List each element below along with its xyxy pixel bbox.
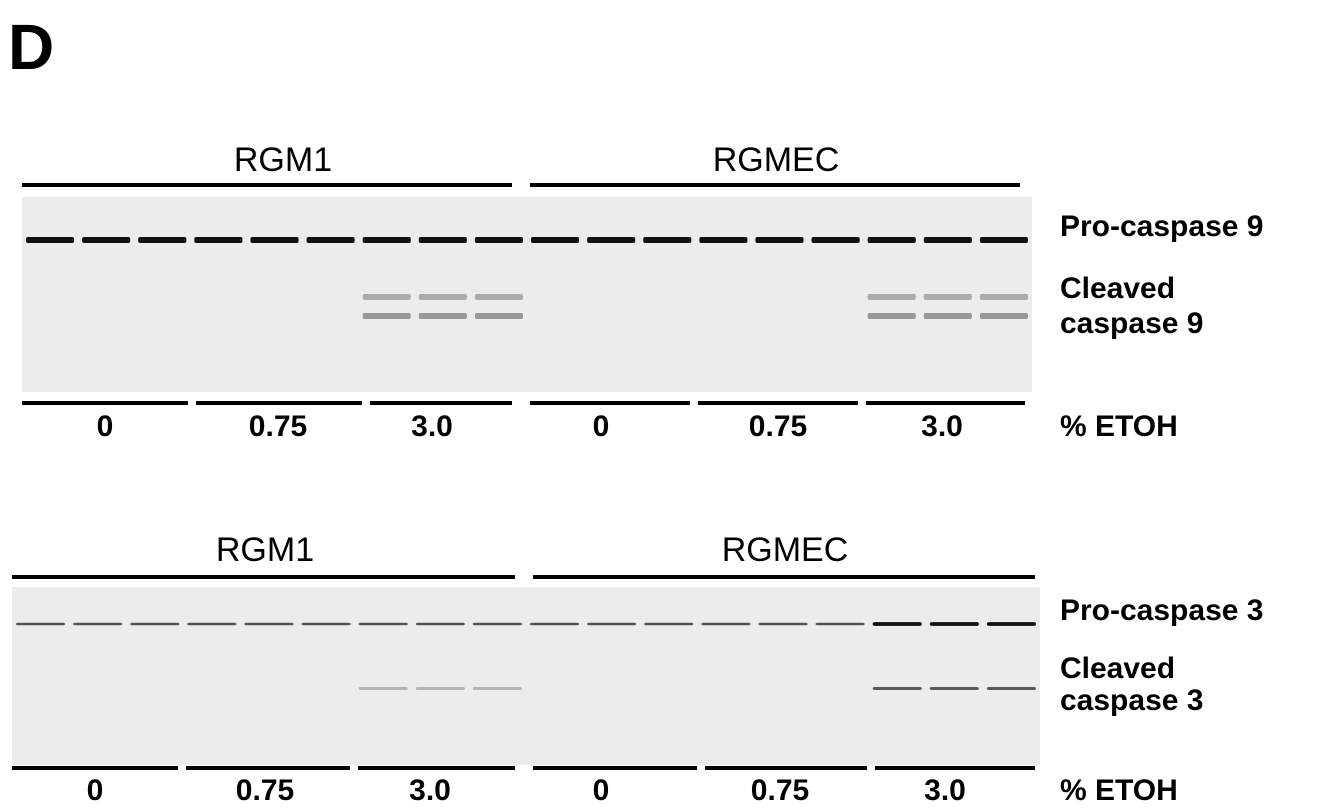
band [929, 687, 979, 690]
band [531, 237, 580, 243]
dose-label: 3.0 [409, 774, 451, 807]
band-label: caspase 3 [1060, 684, 1203, 717]
dose-label: 0 [593, 774, 610, 807]
band [187, 622, 237, 626]
band [811, 237, 860, 243]
band [26, 237, 75, 243]
band [362, 294, 411, 300]
band [755, 237, 804, 243]
dose-label: 3.0 [411, 410, 453, 443]
blot [22, 197, 1032, 392]
band [138, 237, 187, 243]
dose-label: 0 [87, 774, 104, 807]
dose-unit: % ETOH [1060, 774, 1178, 807]
dose-label: 0.75 [749, 410, 807, 443]
band [986, 622, 1036, 626]
band [643, 237, 692, 243]
band [815, 622, 865, 626]
dose-label: 3.0 [921, 410, 963, 443]
band [979, 313, 1028, 319]
band [301, 622, 351, 626]
band-label: Cleaved [1060, 272, 1175, 305]
dose-label: 0.75 [236, 774, 294, 807]
band [872, 687, 922, 690]
band [250, 237, 299, 243]
band [194, 237, 243, 243]
band-label: caspase 9 [1060, 307, 1203, 340]
band [415, 687, 465, 690]
band-label: Cleaved [1060, 652, 1175, 685]
band [979, 237, 1028, 243]
band-label: Pro-caspase 3 [1060, 594, 1263, 627]
band [587, 622, 637, 626]
band [82, 237, 131, 243]
band [530, 622, 580, 626]
band [867, 237, 916, 243]
band [358, 622, 408, 626]
group-label: RGMEC [713, 141, 840, 179]
band [923, 313, 972, 319]
band [872, 622, 922, 626]
band [362, 237, 411, 243]
band [587, 237, 636, 243]
band [418, 237, 467, 243]
band [16, 622, 66, 626]
blot [12, 587, 1040, 765]
band [644, 622, 694, 626]
band [472, 622, 522, 626]
dose-label: 3.0 [924, 774, 966, 807]
band [986, 687, 1036, 690]
band [923, 294, 972, 300]
band [73, 622, 123, 626]
group-label: RGM1 [234, 141, 332, 179]
band [418, 313, 467, 319]
band [362, 313, 411, 319]
panel-label: D [8, 11, 54, 83]
dose-label: 0 [97, 410, 114, 443]
band [867, 294, 916, 300]
band [474, 237, 523, 243]
band [472, 687, 522, 690]
band [699, 237, 748, 243]
band-label: Pro-caspase 9 [1060, 210, 1263, 243]
band [415, 622, 465, 626]
band [929, 622, 979, 626]
dose-label: 0.75 [249, 410, 307, 443]
band [758, 622, 808, 626]
band [979, 294, 1028, 300]
band [701, 622, 751, 626]
band [418, 294, 467, 300]
band [474, 313, 523, 319]
band [867, 313, 916, 319]
band [306, 237, 355, 243]
band [923, 237, 972, 243]
band [130, 622, 180, 626]
band [244, 622, 294, 626]
dose-label: 0.75 [751, 774, 809, 807]
group-label: RGM1 [216, 531, 314, 569]
dose-unit: % ETOH [1060, 410, 1178, 443]
group-label: RGMEC [722, 531, 849, 569]
band [358, 687, 408, 690]
dose-label: 0 [593, 410, 610, 443]
band [474, 294, 523, 300]
